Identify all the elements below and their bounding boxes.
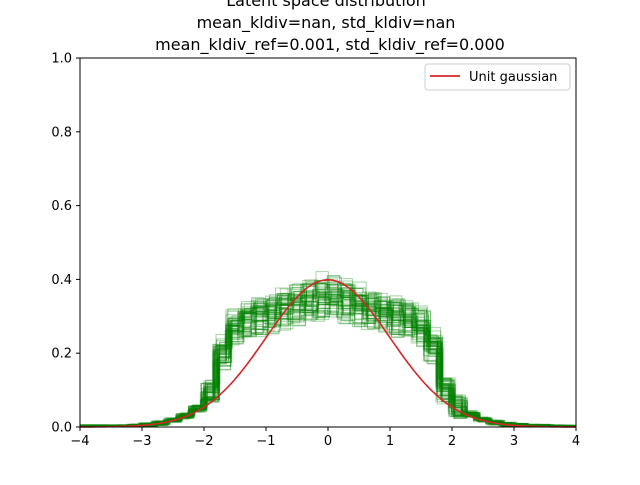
histogram-step: [80, 290, 577, 428]
histogram-step: [80, 290, 576, 428]
chart-title-line-2: mean_kldiv=nan, std_kldiv=nan: [197, 13, 456, 33]
histogram-step: [79, 282, 576, 428]
histogram-step: [79, 288, 576, 428]
y-tick-label: 0.8: [51, 125, 72, 140]
x-tick-label: 1: [386, 434, 394, 449]
histogram-step: [80, 283, 576, 428]
histogram-step: [79, 284, 576, 428]
x-tick-label: 2: [448, 434, 456, 449]
histogram-step: [80, 304, 576, 428]
histogram-step: [80, 279, 576, 428]
y-tick-label: 0.4: [51, 273, 72, 288]
histogram-step: [79, 304, 576, 428]
histogram-step: [79, 303, 576, 428]
x-tick-label: −3: [132, 434, 151, 449]
histogram-step: [79, 271, 577, 428]
histogram-step: [80, 302, 577, 428]
axes-frame: [79, 57, 577, 428]
x-tick-label: −4: [70, 434, 89, 449]
y-tick-label: 0.6: [51, 199, 72, 214]
histogram-step: [79, 298, 576, 428]
histogram-step: [79, 294, 577, 428]
histogram-step: [80, 280, 576, 428]
histogram-step: [80, 293, 577, 428]
legend-label-unit-gaussian: Unit gaussian: [469, 70, 557, 85]
histogram-step: [79, 301, 577, 428]
chart-title-line-1: Latent space distribution: [226, 0, 426, 10]
y-tick-label: 0.0: [51, 421, 72, 436]
y-axis: 0.0 0.2 0.4 0.6 0.8 1.0: [51, 52, 80, 436]
legend-box: [424, 63, 571, 91]
histogram-step: [79, 293, 576, 428]
y-tick-label: 1.0: [51, 52, 72, 67]
histogram-step: [80, 275, 577, 428]
histogram-step: [80, 300, 576, 428]
histogram-step: [79, 283, 577, 428]
histogram-step: [80, 305, 576, 428]
histogram-step: [79, 282, 576, 428]
histogram-layer: [79, 271, 577, 428]
histogram-step: [79, 300, 576, 428]
histogram-step: [79, 294, 577, 428]
histogram-step: [79, 294, 577, 428]
chart-title-line-3: mean_kldiv_ref=0.001, std_kldiv_ref=0.00…: [155, 35, 505, 55]
histogram-step: [79, 283, 576, 428]
x-tick-label: −2: [194, 434, 213, 449]
x-tick-label: 3: [510, 434, 518, 449]
x-tick-label: 0: [324, 434, 332, 449]
histogram-step: [79, 301, 577, 428]
histogram-step: [79, 289, 577, 428]
histogram-step: [79, 302, 577, 428]
x-tick-label: 4: [572, 434, 580, 449]
y-tick-label: 0.2: [51, 347, 72, 362]
histogram-step: [80, 282, 577, 428]
histogram-step: [79, 302, 576, 428]
x-axis: −4 −3 −2 −1 0 1 2 3 4: [70, 427, 580, 449]
x-tick-label: −1: [256, 434, 275, 449]
histogram-step: [80, 284, 576, 428]
histogram-step: [79, 287, 576, 428]
histogram-step: [80, 305, 577, 428]
histogram-step: [79, 298, 576, 428]
histogram-step: [80, 285, 577, 428]
histogram-step: [80, 285, 576, 428]
histogram-step: [80, 281, 576, 428]
legend: Unit gaussian: [424, 63, 571, 91]
unit-gaussian-line: [79, 278, 577, 428]
histogram-step: [79, 308, 576, 428]
histogram-step: [79, 298, 577, 428]
plot-area: [79, 271, 577, 428]
